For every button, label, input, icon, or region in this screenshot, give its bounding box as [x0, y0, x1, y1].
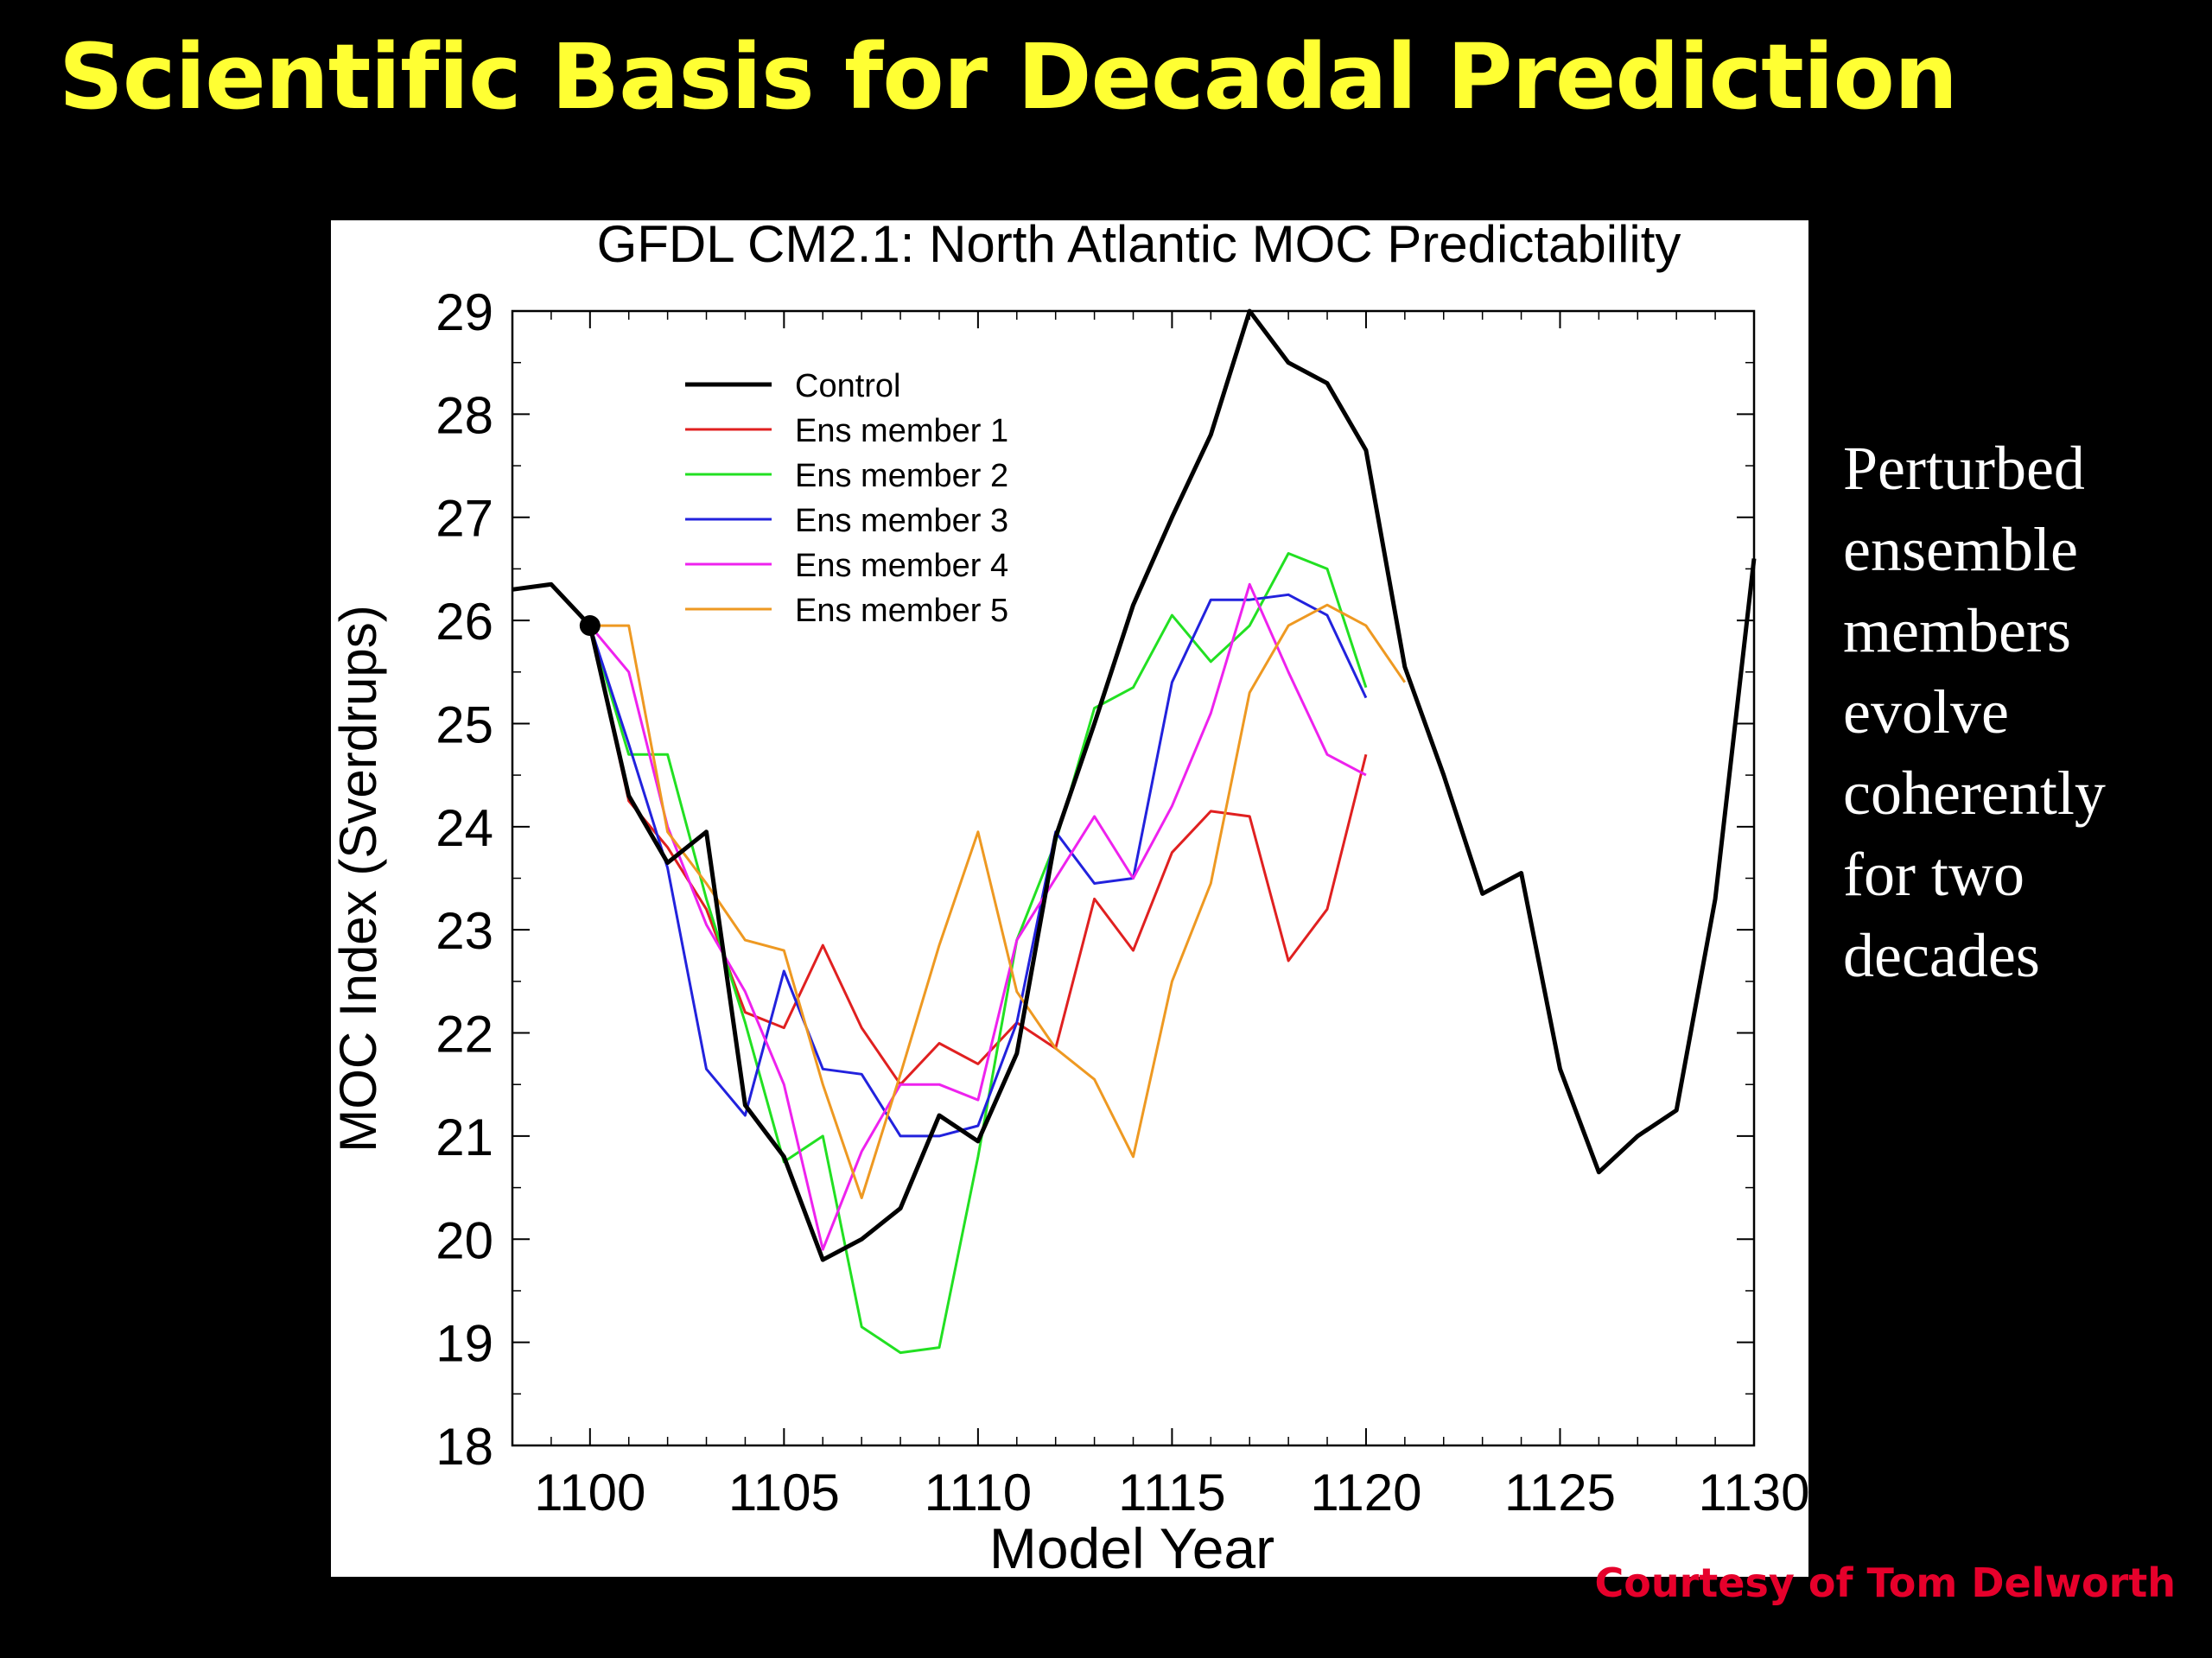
y-tick-label: 19 — [435, 1315, 493, 1373]
y-tick-label: 24 — [435, 799, 493, 857]
y-tick-label: 18 — [435, 1418, 493, 1476]
x-tick-label: 1110 — [925, 1464, 1033, 1521]
legend-label: Control — [795, 368, 901, 404]
x-tick-label: 1100 — [534, 1464, 645, 1521]
side-note-line: evolve — [1843, 677, 2009, 746]
side-note-line: coherently — [1843, 759, 2106, 828]
series-line — [588, 552, 1368, 1355]
series-line — [588, 593, 1368, 1138]
y-axis-label: MOC Index (Sverdrups) — [331, 605, 387, 1153]
moc-line-chart: GFDL CM2.1: North Atlantic MOC Predictab… — [331, 220, 1808, 1577]
series-line — [588, 582, 1367, 1251]
y-tick-label: 25 — [435, 696, 493, 753]
legend-label: Ens member 4 — [795, 548, 1008, 584]
x-tick-label: 1105 — [728, 1464, 840, 1521]
chart-panel: GFDL CM2.1: North Atlantic MOC Predictab… — [331, 220, 1808, 1577]
y-tick-label: 21 — [435, 1109, 493, 1166]
plot-layer: 18 19 20 21 22 23 24 25 26 27 28 29 1100 1105 1110 1115… — [435, 283, 1808, 1521]
slide-title: Scientific Basis for Decadal Prediction — [59, 24, 1958, 130]
x-axis-label: Model Year — [989, 1516, 1274, 1577]
side-note-line: Perturbed — [1843, 434, 2085, 503]
x-tick-label: 1125 — [1504, 1464, 1616, 1521]
y-tick-label: 22 — [435, 1006, 493, 1064]
legend-label: Ens member 1 — [795, 413, 1008, 449]
side-note-line: ensemble — [1843, 515, 2078, 584]
side-note-line: members — [1843, 596, 2071, 665]
series-line — [589, 603, 1407, 1199]
legend-label: Ens member 2 — [795, 458, 1008, 494]
x-tick-label: 1115 — [1118, 1464, 1226, 1521]
y-tick-label: 20 — [435, 1211, 493, 1269]
legend-label: Ens member 3 — [795, 503, 1008, 539]
legend-label: Ens member 5 — [795, 593, 1008, 629]
side-note-line: for two — [1843, 840, 2024, 909]
side-note-line: decades — [1843, 921, 2040, 990]
y-tick-label: 27 — [435, 490, 493, 548]
x-tick-label: 1120 — [1310, 1464, 1421, 1521]
y-tick-label: 26 — [435, 593, 493, 651]
chart-title: GFDL CM2.1: North Atlantic MOC Predictab… — [597, 220, 1681, 273]
y-tick-label: 29 — [435, 283, 493, 341]
y-tick-label: 23 — [435, 902, 493, 960]
side-note: Perturbed ensemble members evolve coherently… — [1843, 428, 2189, 996]
y-tick-label: 28 — [435, 386, 493, 444]
start-point-marker — [579, 615, 601, 637]
credit-text: Courtesy of Tom Delworth — [1594, 1560, 2176, 1606]
x-tick-label: 1130 — [1698, 1464, 1808, 1521]
series-line — [512, 308, 1757, 1262]
